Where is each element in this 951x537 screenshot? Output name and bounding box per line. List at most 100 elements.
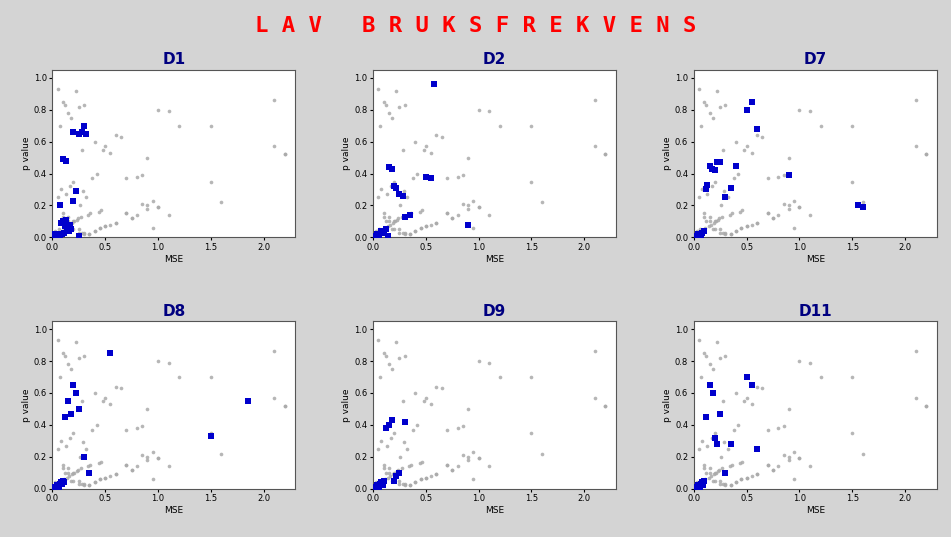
Point [405,174,420,183]
Point [395,397,410,405]
Point [712,102,728,111]
Point [74,228,89,237]
Point [392,353,407,362]
Point [434,384,449,393]
Point [385,219,400,227]
Point [423,174,438,183]
Point [760,209,775,217]
Point [277,150,292,158]
Point [450,462,465,470]
Point [755,133,770,141]
Point [55,463,70,472]
Point [134,451,149,460]
Point [103,349,118,357]
Point [745,471,760,480]
Point [704,433,719,442]
Point [241,397,256,405]
Point [52,480,68,488]
Point [460,220,476,229]
Point [414,206,429,214]
Point [47,483,62,491]
Point [371,336,386,345]
Point [377,475,392,483]
Point [129,424,145,432]
Point [266,394,281,402]
Point [140,153,155,162]
Point [108,219,124,227]
Point [728,478,744,487]
Point [161,462,176,470]
Point [89,420,105,429]
Point [697,209,712,217]
Point [698,223,713,232]
Y-axis label: p value: p value [663,388,672,422]
Point [481,211,496,219]
Point [381,360,397,368]
Point [702,360,717,368]
Point [71,129,87,138]
Point [386,217,401,226]
Point [374,185,389,194]
Point [49,480,64,488]
Point [379,441,395,450]
Point [92,475,107,483]
Point [70,214,86,222]
Point [103,220,118,229]
Point [598,150,613,158]
Point [381,420,397,429]
Point [66,476,81,485]
Point [64,225,79,234]
Point [739,473,754,482]
Point [402,481,417,490]
Point [739,394,754,402]
Point [728,227,744,235]
Point [66,128,81,136]
Point [739,142,754,151]
Point [76,453,91,461]
Point [786,197,802,205]
Point [383,182,398,191]
Point [371,230,386,238]
Point [150,357,165,365]
Point [61,397,76,405]
Point [704,164,719,173]
Point [75,187,90,195]
Point [693,373,708,381]
Point [140,201,155,210]
Point [119,425,134,434]
Point [410,420,425,429]
Point [760,209,775,217]
Point [460,456,476,465]
Point [389,338,404,346]
Point [727,174,742,183]
Point [745,381,760,389]
Point [374,480,389,488]
Point [413,475,428,483]
Point [398,480,413,488]
Point [140,453,155,461]
Title: D9: D9 [483,303,506,318]
Point [98,222,113,230]
Point [737,397,752,405]
Point [739,473,754,482]
Point [692,476,708,485]
Point [381,108,397,117]
Point [712,225,728,234]
Point [735,457,750,466]
Point [716,228,731,237]
Point [392,476,407,485]
Point [691,481,707,490]
Point [108,131,124,140]
Point [702,161,717,170]
Point [694,478,709,487]
Point [588,96,603,104]
Point [737,146,752,154]
Point [87,478,102,487]
Point [803,358,818,367]
Point [134,200,149,208]
Point [417,397,432,405]
Point [693,231,708,240]
Point [460,453,476,461]
Point [700,180,715,189]
Point [48,230,63,238]
